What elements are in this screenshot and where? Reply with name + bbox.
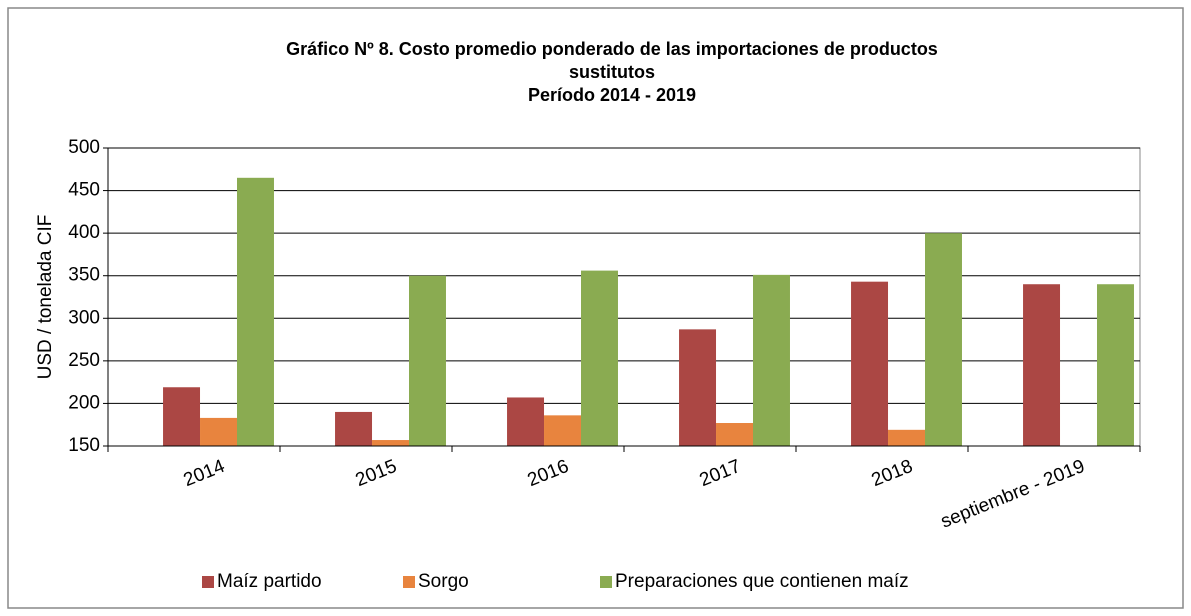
y-tick-label: 350 xyxy=(68,265,100,286)
bar xyxy=(409,275,446,446)
bar xyxy=(581,270,618,446)
bar xyxy=(335,411,373,446)
chart-title: sustitutos xyxy=(569,62,655,82)
y-tick-label: 200 xyxy=(68,392,100,413)
y-tick-label: 450 xyxy=(68,180,100,201)
legend-swatch xyxy=(403,576,415,588)
legend-label: Sorgo xyxy=(418,571,469,592)
bar xyxy=(1097,284,1134,446)
y-tick-label: 500 xyxy=(68,137,100,158)
chart-title: Gráfico Nº 8. Costo promedio ponderado d… xyxy=(286,39,938,59)
bar xyxy=(544,415,581,446)
bar xyxy=(237,177,274,447)
bar xyxy=(716,423,753,446)
y-tick-label: 150 xyxy=(68,435,100,456)
bar xyxy=(851,281,889,446)
bar xyxy=(372,440,409,446)
bar xyxy=(679,329,717,446)
chart-title: Período 2014 - 2019 xyxy=(528,85,696,105)
bar xyxy=(163,387,201,446)
bar xyxy=(753,274,790,446)
y-tick-label: 300 xyxy=(68,307,100,328)
bar xyxy=(200,417,237,446)
bar xyxy=(888,429,925,446)
legend-swatch xyxy=(202,576,214,588)
legend-swatch xyxy=(600,576,612,588)
bar xyxy=(925,233,962,446)
bar xyxy=(1023,284,1061,446)
bar xyxy=(507,397,545,446)
plot-area xyxy=(107,147,1141,447)
legend-label: Preparaciones que contienen maíz xyxy=(615,571,909,592)
y-axis-label: USD / tonelada CIF xyxy=(35,215,56,380)
y-tick-label: 250 xyxy=(68,350,100,371)
legend-label: Maíz partido xyxy=(217,571,322,592)
y-tick-label: 400 xyxy=(68,222,100,243)
